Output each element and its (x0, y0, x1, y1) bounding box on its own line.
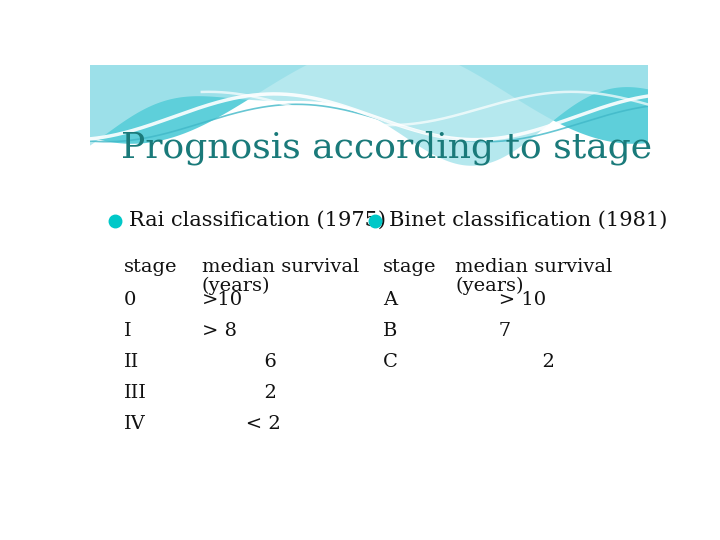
Polygon shape (90, 44, 648, 144)
Text: stage: stage (383, 258, 436, 276)
Text: I: I (124, 322, 131, 340)
Text: B: B (383, 322, 397, 340)
Text: 0: 0 (124, 291, 136, 309)
Text: C: C (383, 353, 398, 371)
Text: median survival: median survival (456, 258, 613, 276)
Text: 6: 6 (202, 353, 276, 371)
Text: stage: stage (124, 258, 177, 276)
Text: Prognosis according to stage: Prognosis according to stage (121, 131, 652, 165)
Text: III: III (124, 384, 146, 402)
Text: II: II (124, 353, 139, 371)
Text: 2: 2 (202, 384, 276, 402)
Text: 2: 2 (456, 353, 555, 371)
Text: IV: IV (124, 415, 145, 434)
Text: 7: 7 (456, 322, 512, 340)
Text: A: A (383, 291, 397, 309)
Text: >10: >10 (202, 291, 243, 309)
Text: median survival: median survival (202, 258, 359, 276)
Text: (years): (years) (456, 277, 524, 295)
Text: > 10: > 10 (456, 291, 546, 309)
Text: Rai classification (1975): Rai classification (1975) (129, 211, 386, 230)
Polygon shape (90, 65, 648, 166)
Text: (years): (years) (202, 277, 270, 295)
Text: < 2: < 2 (202, 415, 280, 434)
Text: Binet classification (1981): Binet classification (1981) (389, 211, 667, 230)
Text: > 8: > 8 (202, 322, 237, 340)
